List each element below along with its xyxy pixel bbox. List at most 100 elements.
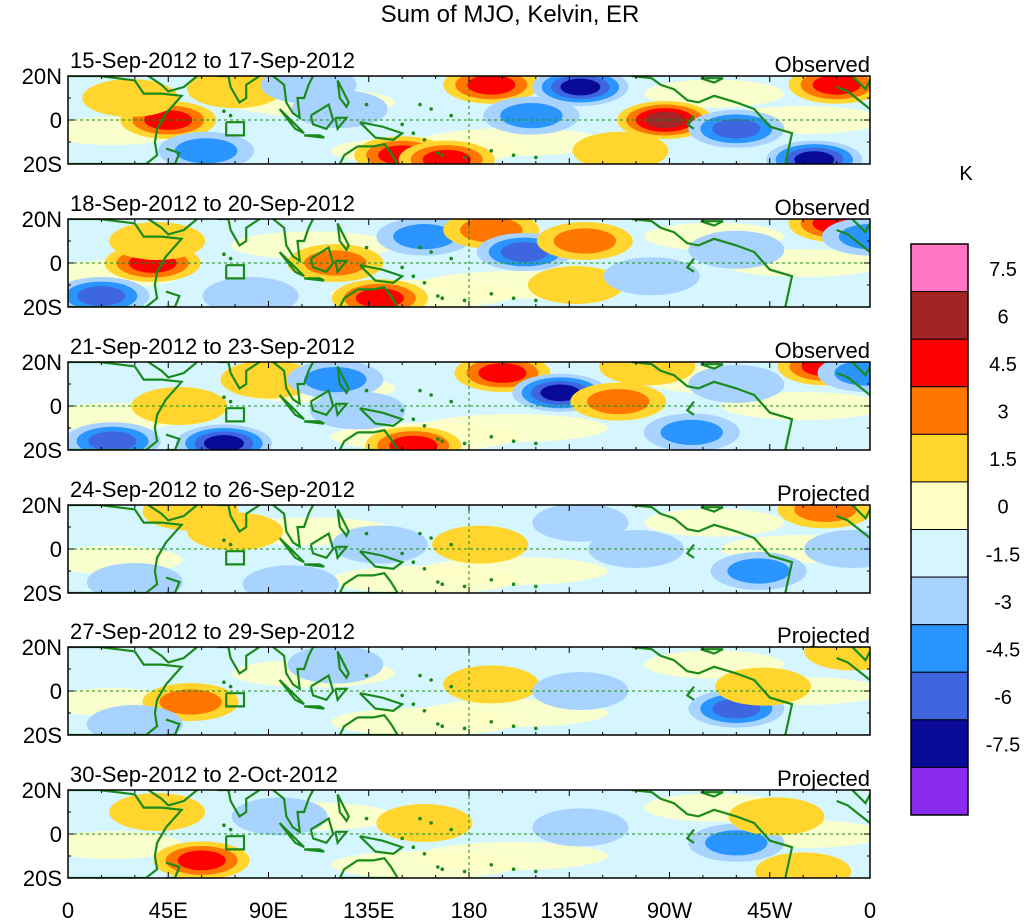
contour-level — [187, 76, 284, 109]
contour-level — [587, 389, 650, 415]
weak-anomaly — [644, 508, 785, 537]
coastline — [309, 102, 335, 131]
contour-level — [432, 525, 529, 564]
coastline — [700, 220, 724, 227]
island — [511, 439, 516, 444]
island — [422, 424, 427, 428]
lat-tick-label: 0 — [50, 822, 62, 847]
colorbar-box — [910, 576, 969, 626]
coastline — [165, 861, 181, 878]
coastline — [338, 428, 399, 450]
coastline — [303, 134, 325, 139]
contour-level — [603, 257, 700, 296]
island — [422, 567, 427, 571]
island — [288, 406, 293, 411]
coastline — [217, 76, 261, 104]
island — [222, 680, 226, 684]
coastline — [309, 531, 335, 560]
contour-level — [144, 110, 193, 130]
colorbar-box — [910, 766, 969, 816]
island — [222, 538, 226, 542]
coastline — [700, 77, 724, 84]
island — [222, 823, 226, 827]
coastline — [851, 505, 870, 521]
coastline — [338, 571, 399, 593]
island — [418, 388, 422, 393]
coastline — [631, 647, 794, 735]
lat-tick-label: 20S — [23, 438, 62, 463]
island — [436, 722, 440, 726]
contour-level — [599, 362, 696, 386]
island — [364, 245, 369, 250]
colorbar-box — [910, 481, 969, 530]
coastline — [836, 656, 870, 681]
island — [462, 869, 467, 874]
island — [418, 245, 422, 250]
colorbar-label: 7.5 — [989, 259, 1017, 281]
colorbar-label: 6 — [997, 306, 1008, 328]
panel-date-range: 21-Sep-2012 to 23-Sep-2012 — [70, 334, 355, 359]
colorbar-box — [910, 671, 969, 721]
contour-level — [389, 435, 438, 450]
island — [411, 560, 416, 564]
coastline — [68, 790, 184, 878]
island — [364, 388, 369, 393]
island — [228, 256, 233, 261]
contour-level — [688, 365, 785, 403]
coastline — [147, 362, 198, 379]
island — [462, 726, 467, 731]
anomaly-field — [68, 505, 870, 593]
coastline — [685, 114, 695, 130]
coastline — [851, 362, 870, 378]
island — [228, 113, 233, 118]
lat-tick-label: 20N — [22, 350, 62, 375]
island — [418, 816, 422, 821]
colorbar-frame — [910, 243, 969, 816]
colorbar: K 7.5 6 4.5 3 1.5 0 -1.5 -3 -4.5 -6 -7.5 — [910, 163, 1020, 816]
island — [400, 265, 404, 270]
colorbar-label: 3 — [997, 402, 1008, 424]
contour-level — [86, 705, 183, 735]
contour-level — [287, 647, 384, 684]
coastline — [165, 576, 181, 593]
coastline — [217, 219, 261, 247]
weak-anomaly — [330, 850, 519, 878]
coastline — [334, 259, 349, 275]
contour-level — [82, 79, 179, 117]
lon-tick-label: 90W — [647, 898, 692, 923]
coastline — [309, 388, 335, 417]
island — [489, 149, 494, 153]
coastline — [851, 219, 870, 235]
contour-level — [159, 689, 222, 715]
coastline — [685, 400, 695, 416]
island — [449, 827, 453, 832]
panel-status: Projected — [777, 481, 870, 506]
coastline — [631, 76, 794, 164]
contour-level — [467, 76, 516, 95]
island — [429, 678, 433, 682]
coastline — [225, 835, 246, 851]
island — [288, 834, 293, 838]
coastline — [68, 362, 184, 450]
lat-tick-label: 20N — [22, 493, 62, 518]
contour-level — [376, 804, 473, 842]
coastline — [336, 508, 350, 538]
island — [511, 724, 516, 728]
lon-tick-label: 0 — [62, 898, 74, 923]
coastline — [165, 290, 181, 307]
coastline — [217, 362, 261, 390]
lat-tick-label: 20N — [22, 207, 62, 232]
panel-status: Projected — [777, 766, 870, 791]
contour-level — [291, 90, 388, 128]
panel-status: Observed — [775, 52, 870, 77]
island — [489, 863, 494, 867]
contour-level — [588, 530, 685, 568]
coastline — [225, 407, 246, 423]
contour-level — [834, 362, 870, 386]
island — [489, 720, 494, 724]
coastline — [68, 505, 184, 593]
lon-tick-label: 45W — [747, 898, 792, 923]
island — [436, 151, 440, 155]
longitude-axis: 0 45E 90E 135E 180 135W 90W 45W 0 — [62, 898, 876, 923]
coastline — [303, 420, 325, 425]
